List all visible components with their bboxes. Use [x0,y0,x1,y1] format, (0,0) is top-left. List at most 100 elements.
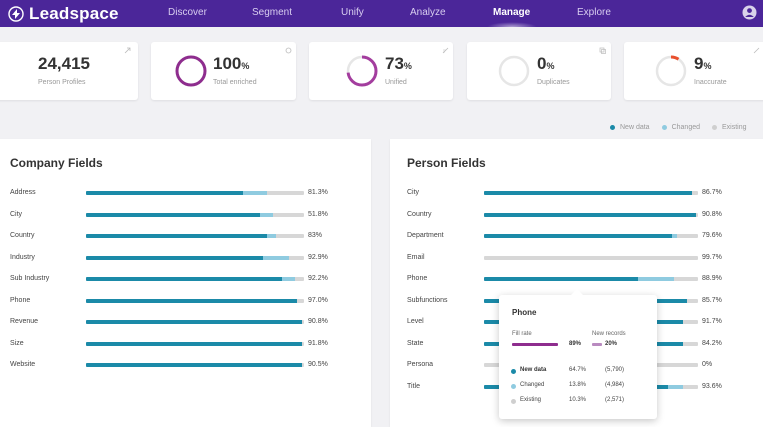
field-bar[interactable] [484,277,698,281]
nav-manage[interactable]: Manage [493,7,531,18]
field-bar[interactable] [86,212,304,217]
edit-icon[interactable] [442,47,449,54]
field-label: Subfunctions [407,296,448,304]
field-row[interactable]: City 86.7% [407,188,738,200]
info-icon[interactable] [124,47,131,54]
field-bar[interactable] [484,191,698,195]
field-row[interactable]: Size 91.8% [10,339,344,351]
field-value: 90.5% [308,361,328,368]
app-logo-text: Leadspace [29,3,119,23]
field-bar[interactable] [86,298,304,303]
field-row[interactable]: Sub Industry 92.2% [10,274,344,286]
stat-value: 9% [694,54,712,73]
field-row[interactable]: Revenue 90.8% [10,317,344,329]
tooltip-fill-rate-label: Fill rate [512,331,532,337]
field-label: Size [10,339,24,347]
nav-analyze[interactable]: Analyze [410,7,446,18]
bar-segment-new-data [86,212,261,217]
legend-dot [712,125,717,130]
copy-icon[interactable] [599,47,606,54]
ring-progress [175,55,207,87]
legend-item-existing[interactable]: Existing [712,124,747,131]
field-value: 91.7% [702,318,722,325]
field-row[interactable]: Department 79.6% [407,231,738,243]
progress-ring [498,55,530,87]
bar-segment-new-data [86,298,298,303]
field-value: 92.9% [308,253,328,261]
top-nav: Leadspace Discover Segment Unify Analyze… [0,0,763,27]
field-row[interactable]: Phone 88.9% [407,274,738,286]
field-bar[interactable] [86,320,304,324]
field-label: Sub Industry [10,275,50,282]
bar-segment-changed [668,384,683,389]
tooltip-dot [511,399,516,404]
field-value: 85.7% [702,296,722,304]
legend-dot [661,125,667,130]
field-label: Phone [10,296,31,304]
field-row[interactable]: Country 83% [10,231,344,243]
stat-card-duplicates: 0% Duplicates [467,42,611,100]
settings-icon[interactable] [285,47,292,54]
field-row[interactable]: Industry 92.9% [10,253,344,265]
nav-explore[interactable]: Explore [577,7,611,18]
field-bar[interactable] [86,234,304,238]
field-row[interactable]: Phone 97.0% [10,296,344,308]
tooltip-dot [511,369,516,374]
bar-segment-changed [262,255,289,260]
field-row[interactable]: Country 90.8% [407,210,738,222]
field-tooltip: Phone Fill rate New records 89% 20% New … [499,289,657,419]
user-account-icon[interactable] [742,5,757,20]
field-value: 99.7% [702,253,722,261]
field-value: 0% [702,361,713,368]
stat-value: 73% [385,54,412,73]
ring-progress [346,55,378,87]
field-bar[interactable] [484,234,698,238]
field-label: Department [407,232,444,239]
field-row[interactable]: Email 99.7% [407,253,738,265]
ring-progress [655,55,687,87]
bar-segment-new-data [484,234,673,238]
field-bar[interactable] [484,212,698,217]
legend-item-new-data[interactable]: New data [610,124,650,131]
stat-card-unified: 73% Unified [309,42,453,100]
field-row[interactable]: Website 90.5% [10,360,344,372]
field-bar[interactable] [86,363,304,367]
progress-ring [346,55,378,87]
field-label: Email [407,253,425,261]
field-bar[interactable] [86,341,304,346]
company-fields-panel: Company Fields Address 81.3% City 51.8% Coun… [0,139,371,427]
bar-segment-changed [638,277,675,281]
stat-value: 24,415 [38,54,90,73]
field-bar[interactable] [86,277,304,281]
stat-label: Person Profiles [38,79,86,86]
bar-segment-changed [260,212,274,217]
field-value: 88.9% [702,275,722,282]
tooltip-row-name: Changed [520,382,545,388]
legend-item-changed[interactable]: Changed [661,124,700,131]
field-label: Country [407,210,432,218]
bar-segment-new-data [484,212,696,217]
tooltip-row-count: (2,571) [605,397,625,403]
nav-unify[interactable]: Unify [341,7,364,18]
nav-segment[interactable]: Segment [252,7,293,18]
bar-segment-new-data [484,191,692,195]
field-row[interactable]: City 51.8% [10,210,344,222]
stat-label: Inaccurate [694,79,727,86]
tooltip-row-count: (4,984) [605,382,625,388]
field-bar[interactable] [484,255,698,260]
tooltip-arrow [571,289,583,295]
field-bar[interactable] [86,255,304,260]
stat-label: Total enriched [213,79,257,86]
field-value: 90.8% [308,318,328,325]
field-value: 83% [308,232,323,239]
field-row[interactable]: Address 81.3% [10,188,344,200]
tooltip-row-pct: 13.8% [569,382,587,388]
info-icon[interactable] [753,47,760,54]
bar-segment-new-data [484,277,639,281]
app-logo[interactable]: Leadspace [8,4,119,23]
field-value: 91.8% [308,339,328,347]
field-label: Phone [407,275,428,282]
nav-discover[interactable]: Discover [168,7,207,18]
tooltip-fill-rate-value: 89% [569,341,582,347]
field-bar[interactable] [86,191,304,195]
